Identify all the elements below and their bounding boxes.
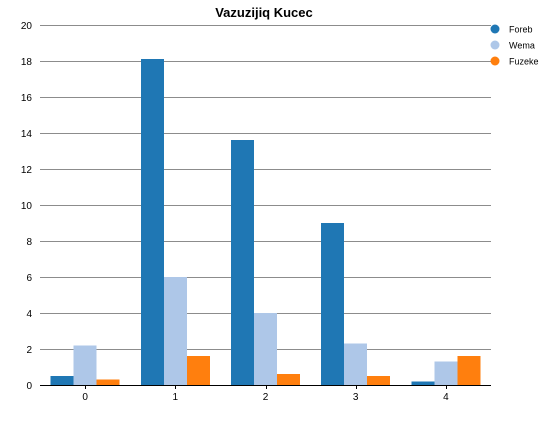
y-tick-label: 8 [26, 237, 32, 248]
legend-marker [490, 40, 500, 50]
bar-fuzeke-0 [96, 379, 120, 385]
bar-wema-1 [163, 277, 187, 385]
legend-marker [490, 56, 500, 66]
legend-label: Foreb [509, 25, 533, 35]
y-tick-label: 12 [21, 165, 33, 176]
x-tick-label: 4 [443, 392, 449, 403]
chart-title: Vazuzijiq Kucec [215, 5, 313, 20]
bar-fuzeke-4 [457, 356, 481, 385]
legend-item-fuzeke: Fuzeke [490, 56, 539, 67]
grid-lines [40, 25, 491, 386]
legend-item-wema: Wema [490, 40, 535, 51]
bar-fuzeke-3 [367, 376, 391, 385]
legend-item-foreb: Foreb [490, 24, 533, 35]
legend-label: Wema [509, 41, 535, 51]
y-tick-label: 2 [26, 345, 32, 356]
legend-label: Fuzeke [509, 57, 539, 67]
x-tick-label: 0 [82, 392, 88, 403]
bar-wema-4 [434, 361, 458, 385]
bar-foreb-1 [140, 59, 164, 385]
y-tick-label: 20 [21, 21, 33, 32]
x-tick-label: 1 [173, 392, 179, 403]
y-tick-label: 18 [21, 57, 33, 68]
y-tick-label: 0 [26, 381, 32, 392]
y-tick-label: 10 [21, 201, 33, 212]
bar-foreb-0 [50, 376, 74, 385]
bar-foreb-2 [231, 140, 254, 385]
y-tick-label: 16 [21, 93, 33, 104]
y-tick-label: 6 [26, 273, 32, 284]
bar-wema-3 [344, 343, 368, 385]
y-tick-label: 14 [21, 129, 33, 140]
bar-foreb-4 [411, 381, 435, 385]
bars [50, 59, 481, 385]
bar-fuzeke-1 [186, 356, 210, 385]
y-tick-label: 4 [26, 309, 32, 320]
bar-foreb-3 [321, 223, 345, 385]
bar-fuzeke-2 [277, 374, 300, 385]
x-tick-label: 2 [263, 392, 269, 403]
legend-marker [490, 24, 500, 34]
bar-wema-0 [73, 345, 97, 385]
x-tick-label: 3 [353, 392, 359, 403]
bar-wema-2 [254, 313, 277, 385]
legend: Foreb Wema Fuzeke [490, 24, 539, 67]
